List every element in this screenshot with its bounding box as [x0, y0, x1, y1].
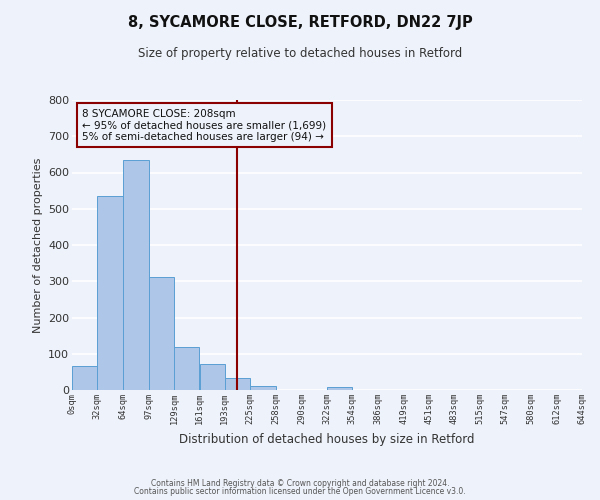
Bar	[250, 386, 277, 390]
Bar	[327, 387, 352, 390]
Text: Size of property relative to detached houses in Retford: Size of property relative to detached ho…	[138, 48, 462, 60]
Bar	[174, 346, 199, 390]
Text: 8, SYCAMORE CLOSE, RETFORD, DN22 7JP: 8, SYCAMORE CLOSE, RETFORD, DN22 7JP	[128, 15, 472, 30]
Bar	[97, 196, 122, 390]
Text: Contains HM Land Registry data © Crown copyright and database right 2024.: Contains HM Land Registry data © Crown c…	[151, 478, 449, 488]
Text: 8 SYCAMORE CLOSE: 208sqm
← 95% of detached houses are smaller (1,699)
5% of semi: 8 SYCAMORE CLOSE: 208sqm ← 95% of detach…	[82, 108, 326, 142]
X-axis label: Distribution of detached houses by size in Retford: Distribution of detached houses by size …	[179, 432, 475, 446]
Bar	[72, 366, 97, 390]
Text: Contains public sector information licensed under the Open Government Licence v3: Contains public sector information licen…	[134, 487, 466, 496]
Bar	[149, 277, 174, 390]
Y-axis label: Number of detached properties: Number of detached properties	[32, 158, 43, 332]
Bar	[199, 364, 225, 390]
Bar	[225, 378, 250, 390]
Bar	[122, 160, 149, 390]
